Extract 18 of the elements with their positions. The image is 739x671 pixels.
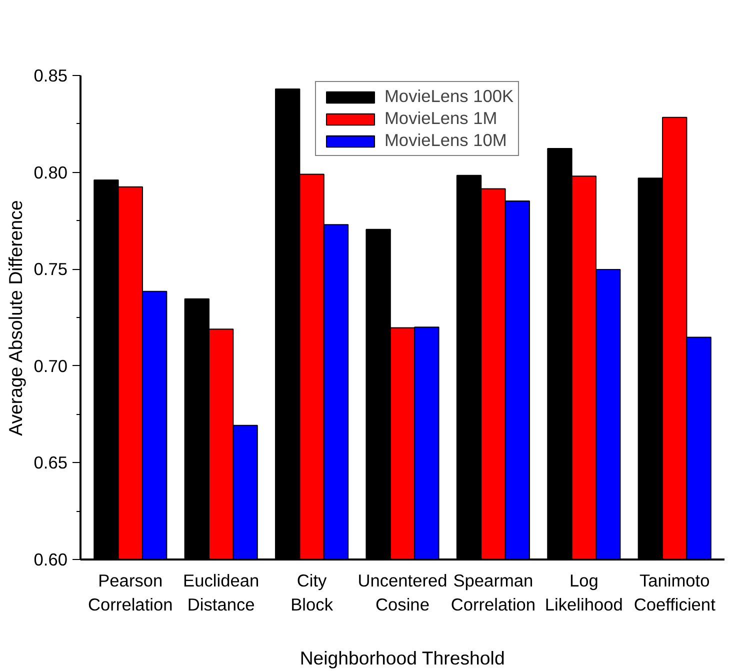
legend-label: MovieLens 10M <box>384 130 507 151</box>
legend-label: MovieLens 100K <box>384 86 514 107</box>
y-tick-label: 0.80 <box>34 162 68 182</box>
y-tick-label: 0.65 <box>34 452 68 473</box>
y-tick-label: 0.75 <box>34 259 68 280</box>
x-tick-label: Uncentered Cosine <box>358 570 448 614</box>
y-tick-label: 0.70 <box>34 356 68 376</box>
x-axis-title: Neighborhood Threshold <box>300 648 505 668</box>
y-tick-label: 0.60 <box>34 550 68 570</box>
x-tick-label: City Block <box>290 570 334 614</box>
x-tick-label: Spearman Correlation <box>450 570 536 614</box>
x-tick-label: Tanimoto Coefficient <box>634 570 716 614</box>
legend-label: MovieLens 1M <box>384 108 498 129</box>
y-tick-label: 0.85 <box>34 66 68 86</box>
x-tick-label: Log Likelihood <box>544 570 623 614</box>
x-tick-label: Pearson Correlation <box>88 570 173 614</box>
x-tick-label: Euclidean Distance <box>183 570 260 614</box>
y-axis-title: Average Absolute Difference <box>4 200 26 436</box>
